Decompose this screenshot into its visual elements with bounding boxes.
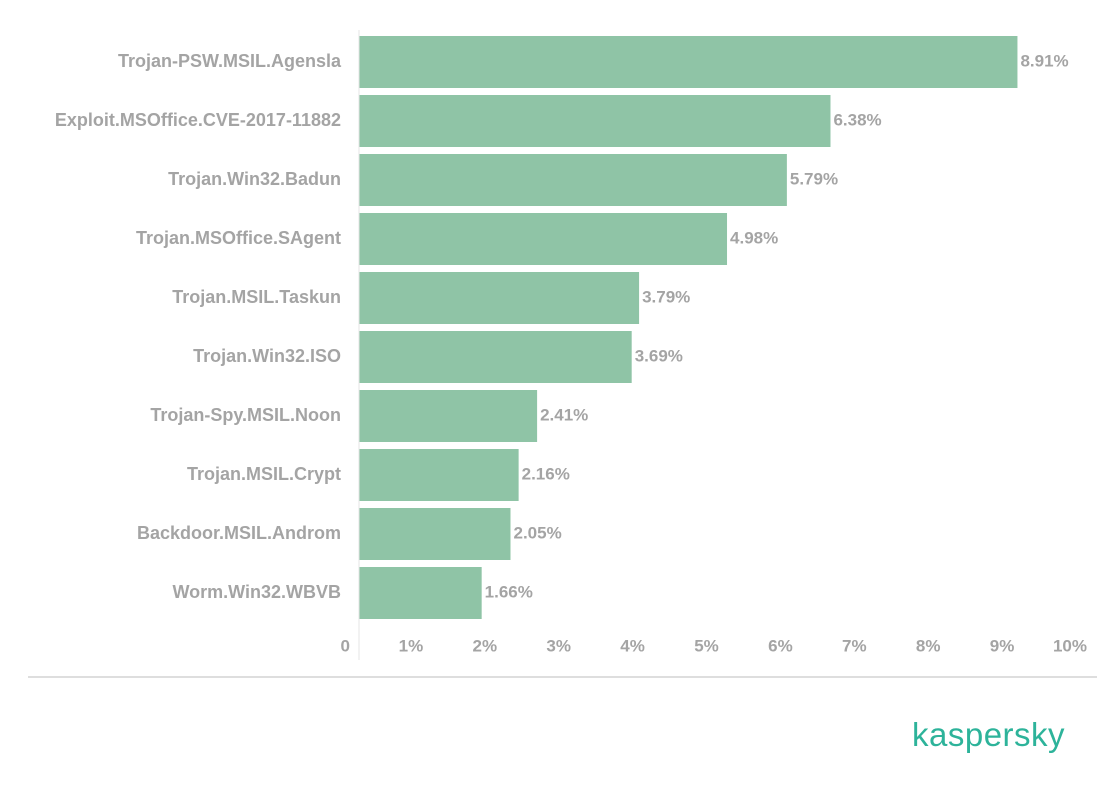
value-labels: 8.91% 6.38% 5.79% 4.98% 3.79% 3.69% 2.41% 2.16%… (485, 51, 1069, 601)
bar (359, 154, 787, 206)
bar (359, 36, 1018, 88)
bar (359, 95, 831, 147)
value-label: 2.41% (540, 405, 588, 424)
value-label: 5.79% (790, 169, 838, 188)
category-label: Exploit.MSOffice.CVE-2017-11882 (55, 110, 341, 130)
category-label: Trojan.Win32.Badun (168, 169, 341, 189)
x-tick-label: 6% (768, 636, 793, 655)
kaspersky-logo: kaspersky (912, 716, 1066, 753)
value-label: 4.98% (730, 228, 778, 247)
bar (359, 567, 482, 619)
value-label: 1.66% (485, 582, 533, 601)
bar-chart: Trojan-PSW.MSIL.Agensla Exploit.MSOffice.… (55, 30, 1087, 660)
bar (359, 331, 632, 383)
category-label: Trojan-Spy.MSIL.Noon (150, 405, 341, 425)
bar (359, 449, 519, 501)
bar (359, 390, 538, 442)
category-labels: Trojan-PSW.MSIL.Agensla Exploit.MSOffice.… (55, 51, 342, 602)
value-label: 3.69% (635, 346, 683, 365)
x-tick-label: 5% (694, 636, 719, 655)
category-label: Trojan.MSIL.Taskun (172, 287, 341, 307)
bottom-divider (28, 676, 1097, 678)
bar (359, 213, 728, 265)
category-label: Backdoor.MSIL.Androm (137, 523, 341, 543)
x-tick-label: 10% (1053, 636, 1087, 655)
x-tick-label: 8% (916, 636, 941, 655)
category-label: Trojan.MSOffice.SAgent (136, 228, 341, 248)
bar (359, 508, 511, 560)
x-tick-label: 9% (990, 636, 1015, 655)
category-label: Trojan-PSW.MSIL.Agensla (118, 51, 342, 71)
value-label: 2.16% (522, 464, 570, 483)
bars-layer (359, 36, 1018, 619)
x-tick-label: 7% (842, 636, 867, 655)
x-tick-label: 2% (473, 636, 498, 655)
bar (359, 272, 640, 324)
category-label: Worm.Win32.WBVB (172, 582, 341, 602)
x-tick-label: 1% (399, 636, 424, 655)
value-label: 3.79% (642, 287, 690, 306)
value-label: 8.91% (1020, 51, 1068, 70)
x-axis-tick-labels: 0 1% 2% 3% 4% 5% 6% 7% 8% 9% 10% (341, 636, 1087, 655)
value-label: 2.05% (513, 523, 561, 542)
x-tick-label: 0 (341, 636, 350, 655)
category-label: Trojan.MSIL.Crypt (187, 464, 341, 484)
value-label: 6.38% (833, 110, 881, 129)
x-tick-label: 3% (546, 636, 571, 655)
x-tick-label: 4% (620, 636, 645, 655)
category-label: Trojan.Win32.ISO (193, 346, 341, 366)
